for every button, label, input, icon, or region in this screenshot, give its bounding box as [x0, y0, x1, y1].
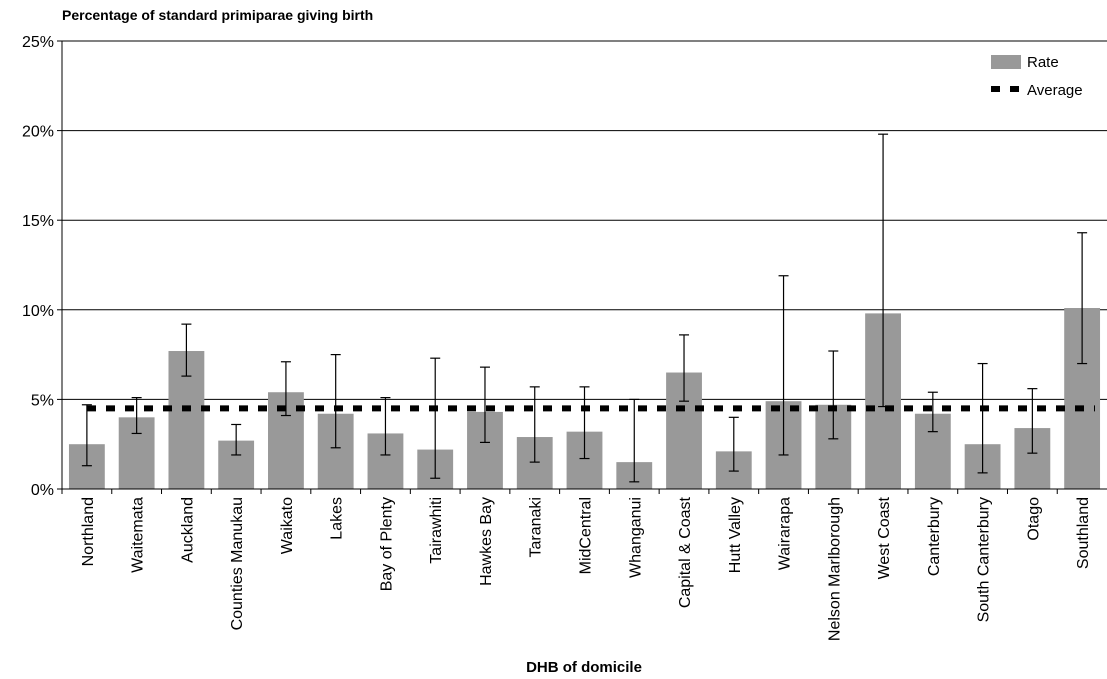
- legend-label-rate: Rate: [1027, 54, 1059, 71]
- x-tick-label: Capital & Coast: [677, 496, 694, 608]
- x-tick-label: West Coast: [876, 496, 893, 579]
- chart-title: Percentage of standard primiparae giving…: [62, 7, 373, 23]
- y-tick-label: 25%: [22, 34, 54, 51]
- x-tick-label: Tairawhiti: [428, 497, 445, 564]
- x-tick-label: Bay of Plenty: [378, 497, 395, 591]
- x-axis-categories: Northland Waitemata Auckland Counties Manuk…: [80, 496, 1092, 641]
- x-tick-label: MidCentral: [578, 497, 595, 574]
- x-tick-label: Counties Manukau: [229, 497, 246, 630]
- x-tick-label: Southland: [1075, 497, 1092, 569]
- x-tick-label: Waikato: [279, 497, 296, 554]
- y-tick-label: 0%: [31, 482, 54, 499]
- x-axis-label: DHB of domicile: [526, 659, 642, 676]
- x-tick-label: Taranaki: [528, 497, 545, 557]
- x-tick-label: Waitemata: [130, 497, 147, 573]
- legend: Rate Average: [991, 54, 1083, 99]
- x-tick-label: South Canterbury: [976, 497, 993, 622]
- x-tick-label: Canterbury: [926, 497, 943, 576]
- x-tick-label: Lakes: [329, 497, 346, 540]
- x-tick-label: Whanganui: [627, 497, 644, 578]
- x-tick-label: Northland: [80, 497, 97, 566]
- gridlines: [62, 41, 1107, 399]
- x-tick-label: Otago: [1025, 497, 1042, 541]
- x-tick-label: Hutt Valley: [727, 497, 744, 573]
- y-axis-ticks: 0% 5% 10% 15% 20% 25%: [22, 34, 62, 499]
- x-tick-label: Nelson Marlborough: [826, 497, 843, 641]
- x-tick-label: Auckland: [179, 497, 196, 563]
- legend-swatch-rate: [991, 55, 1021, 69]
- legend-label-average: Average: [1027, 82, 1083, 99]
- y-tick-label: 20%: [22, 124, 54, 141]
- x-tick-label: Wairarapa: [777, 497, 794, 570]
- y-tick-label: 5%: [31, 392, 54, 409]
- x-tick-label: Hawkes Bay: [478, 497, 495, 586]
- y-tick-label: 15%: [22, 213, 54, 230]
- y-tick-label: 10%: [22, 303, 54, 320]
